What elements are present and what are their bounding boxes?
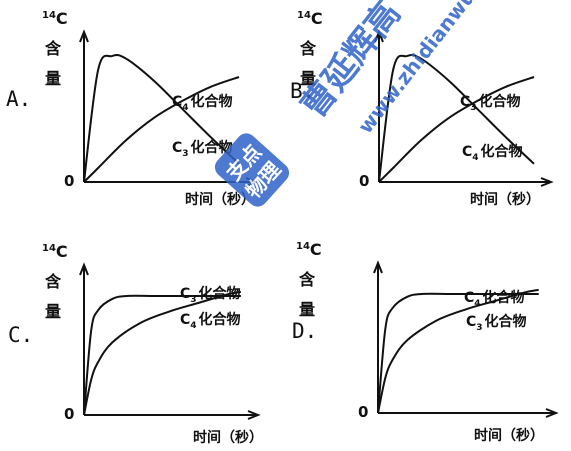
x-axis-arrow	[545, 408, 559, 418]
origin-label: 0	[359, 172, 369, 190]
y-axis-arrow	[79, 29, 89, 43]
y-axis-label: 14C	[296, 240, 322, 259]
y-axis-label: 14C	[42, 9, 68, 28]
y-axis-label-isotope: 14	[42, 243, 56, 254]
series-label-base: C	[180, 286, 190, 302]
series-label-rest: 化合物	[485, 313, 527, 330]
x-axis-label: 时间（秒）	[474, 427, 544, 444]
series-label-rest: 化合物	[481, 143, 523, 160]
panel-label: D.	[292, 319, 317, 343]
panel-label: C.	[8, 323, 33, 347]
y-axis-label-element: C	[310, 240, 322, 259]
series-line-c3	[378, 53, 535, 183]
series-line-c4	[83, 53, 240, 183]
x-axis-arrow	[540, 177, 554, 187]
y-axis-arrow	[374, 29, 384, 43]
series-label-base: C	[460, 94, 470, 110]
y-axis-label-isotope: 14	[296, 241, 310, 252]
series-label-rest: 化合物	[199, 285, 241, 302]
origin-label: 0	[64, 172, 74, 190]
series-label-rest: 化合物	[199, 311, 241, 328]
series-label-rest: 化合物	[191, 139, 233, 156]
series-label-rest: 化合物	[479, 93, 521, 110]
y-axis-label-isotope: 14	[297, 10, 311, 21]
panel-label: A.	[6, 87, 31, 111]
x-axis-label: 时间（秒）	[193, 429, 263, 446]
series-line-c4	[378, 76, 535, 183]
series-label-c4: C4 化合物	[462, 143, 523, 163]
series-label-subscript: 4	[472, 153, 478, 163]
series-line-c3	[83, 76, 240, 183]
series-label-base: C	[466, 314, 476, 330]
y-axis-arrow	[79, 262, 89, 276]
y-axis-label-element: C	[56, 9, 68, 28]
series-line-c3	[83, 294, 241, 416]
x-axis-label: 时间（秒）	[185, 191, 255, 208]
series-label-base: C	[172, 94, 182, 110]
series-label-c3: C3 化合物	[180, 285, 241, 305]
series-label-subscript: 4	[182, 103, 188, 113]
y-axis-label-isotope: 14	[42, 10, 56, 21]
watermark-seal-shape	[214, 133, 290, 207]
y-axis-label-line3: 量	[45, 69, 61, 88]
y-axis-label-line3: 量	[300, 69, 316, 88]
y-axis-label: 14C	[297, 9, 323, 28]
x-axis-arrow	[247, 410, 261, 420]
y-axis-label-line3: 量	[45, 302, 61, 321]
panel-label: B.	[290, 79, 315, 103]
series-label-subscript: 3	[476, 323, 482, 333]
series-label-c4: C4 化合物	[172, 93, 233, 113]
series-label-subscript: 3	[190, 295, 196, 305]
series-label-base: C	[462, 144, 472, 160]
series-label-c3: C3 化合物	[460, 93, 521, 113]
y-axis-label-line2: 含	[299, 270, 316, 289]
series-label-c4: C4 化合物	[180, 311, 241, 331]
series-label-subscript: 3	[470, 103, 476, 113]
origin-label: 0	[358, 403, 368, 421]
series-label-subscript: 4	[474, 299, 480, 309]
x-axis-label: 时间（秒）	[470, 191, 540, 208]
y-axis-label-line2: 含	[300, 39, 317, 58]
y-axis-label-line2: 含	[45, 39, 62, 58]
series-line-c4	[83, 290, 242, 416]
series-label-c3: C3 化合物	[172, 139, 233, 159]
series-label-subscript: 3	[182, 149, 188, 159]
y-axis-label-element: C	[56, 242, 68, 261]
series-label-c4: C4 化合物	[464, 289, 525, 309]
y-axis-label-line3: 量	[299, 300, 315, 319]
origin-label: 0	[64, 405, 74, 423]
y-axis-label: 14C	[42, 242, 68, 261]
y-axis-arrow	[373, 260, 383, 274]
series-label-base: C	[172, 140, 182, 156]
series-line-c3	[377, 288, 539, 414]
y-axis-label-element: C	[311, 9, 323, 28]
series-label-subscript: 4	[190, 321, 196, 331]
series-line-c4	[377, 292, 539, 414]
series-label-base: C	[180, 312, 190, 328]
y-axis-label-line2: 含	[45, 272, 62, 291]
series-label-c3: C3 化合物	[466, 313, 527, 333]
series-label-rest: 化合物	[191, 93, 233, 110]
series-label-base: C	[464, 290, 474, 306]
